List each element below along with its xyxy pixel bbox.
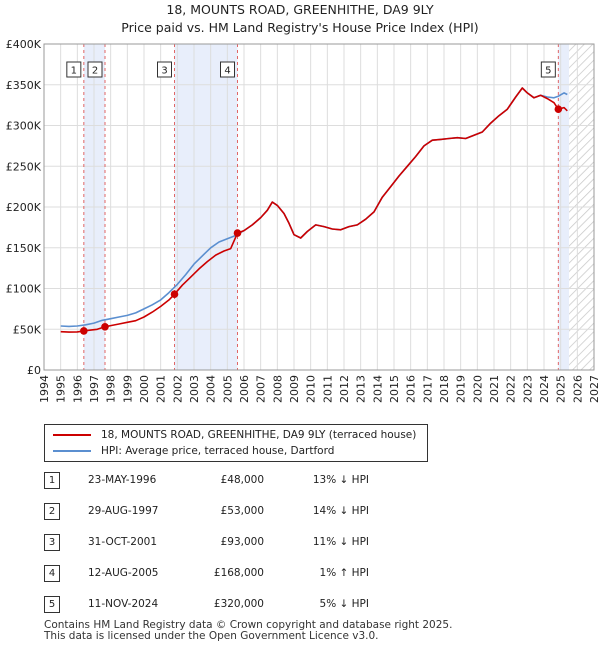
x-tick-label: 2000 xyxy=(138,375,151,403)
row-hpi: 14% ↓ HPI xyxy=(312,505,369,517)
x-tick-label: 2021 xyxy=(488,375,501,403)
sale-point xyxy=(170,290,179,299)
sale-label-box xyxy=(66,61,82,78)
y-tick-label: £150K xyxy=(6,242,42,255)
x-tick-label: 2020 xyxy=(471,375,484,403)
table-row: 1 23-MAY-1996 £48,000 13% ↓ HPI xyxy=(44,472,564,490)
row-price: £53,000 xyxy=(220,505,264,517)
row-hpi: 11% ↓ HPI xyxy=(312,536,369,548)
y-tick-label: £50K xyxy=(13,323,42,336)
chart-subtitle: Price paid vs. HM Land Registry's House … xyxy=(121,20,479,35)
sale-label-box xyxy=(220,61,235,78)
row-date: 29-AUG-1997 xyxy=(88,505,159,517)
x-tick-label: 2003 xyxy=(188,375,201,403)
chart-title: 18, MOUNTS ROAD, GREENHITHE, DA9 9LY xyxy=(166,2,434,17)
x-tick-label: 2012 xyxy=(338,375,351,403)
y-tick-label: £200K xyxy=(6,201,42,214)
sale-label-text: 2 xyxy=(92,66,98,77)
x-tick-label: 2010 xyxy=(305,375,318,403)
x-tick-label: 2008 xyxy=(271,375,284,403)
x-tick-label: 1997 xyxy=(88,375,101,403)
legend-label-hpi: HPI: Average price, terraced house, Dart… xyxy=(101,445,335,457)
sale-label-text: 4 xyxy=(224,66,230,77)
sale-label-text: 3 xyxy=(161,66,167,77)
x-tick-label: 1994 xyxy=(38,375,51,403)
x-tick-label: 2009 xyxy=(288,375,301,403)
x-tick-label: 2011 xyxy=(321,375,334,403)
legend: 18, MOUNTS ROAD, GREENHITHE, DA9 9LY (te… xyxy=(44,424,428,462)
row-number: 4 xyxy=(44,565,60,582)
legend-item-property: 18, MOUNTS ROAD, GREENHITHE, DA9 9LY (te… xyxy=(53,427,416,443)
x-tick-label: 2025 xyxy=(555,375,568,403)
row-number: 1 xyxy=(44,472,60,489)
row-date: 23-MAY-1996 xyxy=(88,474,157,486)
sale-label-box xyxy=(540,61,556,78)
legend-swatch-blue xyxy=(53,450,91,452)
price-chart: 1 2 3 4 5 £0 £50K £100K £150K £200K £250K £300K £35… xyxy=(6,38,600,403)
x-tick-label: 2005 xyxy=(221,375,234,403)
row-hpi: 1% ↑ HPI xyxy=(319,567,369,579)
sale-label-box xyxy=(157,61,172,78)
y-tick-label: £250K xyxy=(6,160,42,173)
row-date: 11-NOV-2024 xyxy=(88,598,159,610)
table-row: 4 12-AUG-2005 £168,000 1% ↑ HPI xyxy=(44,565,564,583)
row-number: 3 xyxy=(44,534,60,551)
x-tick-label: 2015 xyxy=(388,375,401,403)
y-tick-label: £0 xyxy=(27,364,41,377)
y-tick-label: £350K xyxy=(6,79,42,92)
x-tick-label: 2022 xyxy=(505,375,518,403)
x-tick-label: 1995 xyxy=(55,375,68,403)
x-tick-label: 2023 xyxy=(521,375,534,403)
x-tick-label: 2018 xyxy=(438,375,451,403)
x-tick-label: 1996 xyxy=(71,375,84,403)
sale-point xyxy=(101,323,109,331)
footer-licence: This data is licensed under the Open Gov… xyxy=(44,630,379,642)
row-price: £93,000 xyxy=(220,536,264,548)
sale-label-text: 5 xyxy=(545,66,551,77)
plot-frame xyxy=(43,43,595,371)
x-tick-label: 2004 xyxy=(205,375,218,403)
x-tick-label: 2024 xyxy=(538,375,551,403)
property-price-line xyxy=(60,87,568,333)
footer: Contains HM Land Registry data © Crown c… xyxy=(44,620,452,642)
row-price: £48,000 xyxy=(220,474,264,486)
y-tick-label: £400K xyxy=(6,38,42,51)
table-row: 2 29-AUG-1997 £53,000 14% ↓ HPI xyxy=(44,503,564,521)
row-hpi: 13% ↓ HPI xyxy=(312,474,369,486)
x-tick-label: 2007 xyxy=(255,375,268,403)
sale-label-text: 1 xyxy=(71,66,77,77)
y-tick-label: £300K xyxy=(6,120,42,133)
legend-swatch-red xyxy=(53,434,91,436)
row-price: £320,000 xyxy=(213,598,264,610)
sale-label-box xyxy=(87,61,103,78)
legend-item-hpi: HPI: Average price, terraced house, Dart… xyxy=(53,443,334,459)
x-tick-label: 2006 xyxy=(238,375,251,403)
x-tick-label: 2014 xyxy=(371,375,384,403)
y-tick-label: £100K xyxy=(6,283,42,296)
x-tick-label: 2017 xyxy=(421,375,434,403)
row-hpi: 5% ↓ HPI xyxy=(319,598,369,610)
x-tick-label: 2002 xyxy=(171,375,184,403)
row-number: 5 xyxy=(44,596,60,613)
x-tick-label: 1998 xyxy=(105,375,118,403)
row-number: 2 xyxy=(44,503,60,520)
x-tick-label: 2026 xyxy=(571,375,584,403)
x-tick-label: 2001 xyxy=(155,375,168,403)
table-row: 5 11-NOV-2024 £320,000 5% ↓ HPI xyxy=(44,596,564,614)
x-tick-label: 2019 xyxy=(455,375,468,403)
row-price: £168,000 xyxy=(213,567,264,579)
row-date: 31-OCT-2001 xyxy=(88,536,157,548)
row-date: 12-AUG-2005 xyxy=(88,567,159,579)
x-tick-label: 1999 xyxy=(121,375,134,403)
table-row: 3 31-OCT-2001 £93,000 11% ↓ HPI xyxy=(44,534,564,552)
footer-copyright: Contains HM Land Registry data © Crown c… xyxy=(44,619,453,631)
x-tick-label: 2016 xyxy=(405,375,418,403)
sale-point xyxy=(80,327,88,335)
sale-point xyxy=(554,105,563,113)
x-tick-label: 2013 xyxy=(355,375,368,403)
x-tick-label: 2027 xyxy=(588,375,600,403)
sale-point xyxy=(233,229,242,237)
legend-label-property: 18, MOUNTS ROAD, GREENHITHE, DA9 9LY (te… xyxy=(101,429,417,441)
